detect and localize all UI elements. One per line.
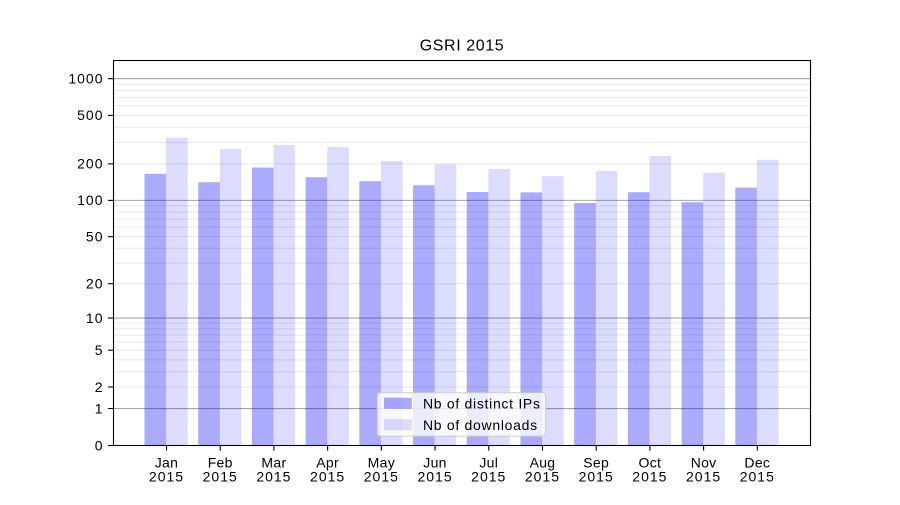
svg-text:Jul: Jul	[479, 455, 498, 471]
svg-text:2015: 2015	[740, 469, 775, 485]
svg-text:2015: 2015	[525, 469, 560, 485]
svg-text:2: 2	[95, 379, 104, 395]
svg-text:5: 5	[95, 342, 104, 358]
svg-text:2015: 2015	[686, 469, 721, 485]
svg-text:2015: 2015	[203, 469, 238, 485]
svg-text:2015: 2015	[579, 469, 614, 485]
svg-text:GSRI 2015: GSRI 2015	[420, 38, 505, 55]
svg-text:200: 200	[77, 156, 103, 172]
svg-text:2015: 2015	[632, 469, 667, 485]
svg-text:1: 1	[95, 400, 104, 416]
svg-text:2015: 2015	[417, 469, 452, 485]
svg-text:50: 50	[86, 228, 104, 244]
svg-text:May: May	[368, 455, 395, 471]
svg-text:0: 0	[95, 437, 104, 453]
svg-text:1000: 1000	[68, 70, 103, 86]
svg-text:Aug: Aug	[530, 455, 556, 471]
svg-text:20: 20	[86, 276, 104, 292]
svg-text:Mar: Mar	[261, 455, 286, 471]
svg-text:2015: 2015	[471, 469, 506, 485]
svg-text:500: 500	[77, 107, 103, 123]
svg-text:Jan: Jan	[155, 455, 178, 471]
svg-text:Apr: Apr	[316, 455, 339, 471]
svg-text:Nov: Nov	[691, 455, 717, 471]
svg-text:Oct: Oct	[639, 455, 662, 471]
svg-text:2015: 2015	[149, 469, 184, 485]
svg-text:2015: 2015	[256, 469, 291, 485]
svg-text:2015: 2015	[364, 469, 399, 485]
svg-text:Sep: Sep	[583, 455, 609, 471]
svg-text:100: 100	[77, 192, 103, 208]
svg-text:Nb of downloads: Nb of downloads	[423, 417, 538, 433]
svg-text:2015: 2015	[310, 469, 345, 485]
svg-text:Feb: Feb	[208, 455, 233, 471]
svg-text:Jun: Jun	[423, 455, 446, 471]
svg-text:Nb of distinct IPs: Nb of distinct IPs	[423, 396, 541, 412]
svg-text:Dec: Dec	[744, 455, 770, 471]
svg-text:10: 10	[86, 310, 104, 326]
